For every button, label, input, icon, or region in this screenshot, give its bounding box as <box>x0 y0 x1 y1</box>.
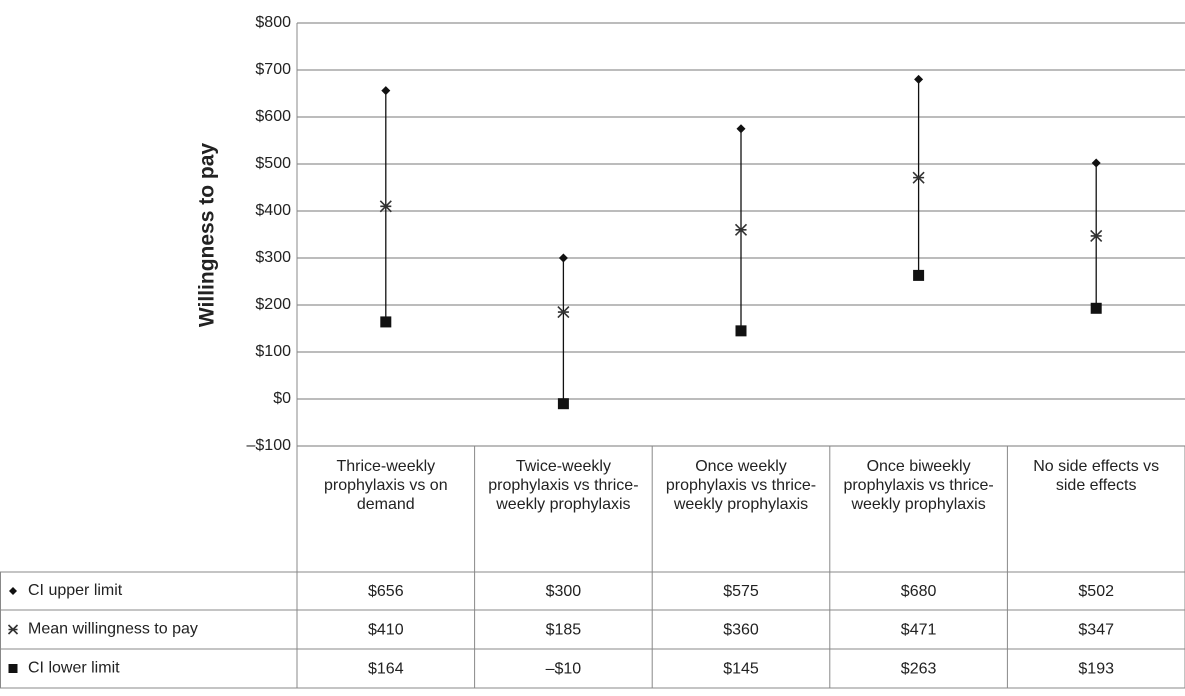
y-tick-label: $400 <box>255 202 291 219</box>
marker-square <box>1090 302 1102 314</box>
value-label: $300 <box>546 583 582 600</box>
y-tick-label: $500 <box>255 155 291 172</box>
x-tick-label: Thrice-weekly prophylaxis vs on demand <box>323 458 448 513</box>
y-tick-label: $0 <box>273 390 291 407</box>
value-label: $410 <box>368 622 404 639</box>
marker-star <box>1090 229 1103 242</box>
marker-star <box>7 624 19 635</box>
y-tick-label: –$100 <box>247 437 292 454</box>
marker-square <box>913 269 925 281</box>
value-label: $471 <box>901 622 937 639</box>
marker-star <box>379 200 392 213</box>
marker-diamond <box>914 74 924 84</box>
value-label: $502 <box>1078 583 1114 600</box>
legend-label: CI lower limit <box>28 660 120 677</box>
marker-square <box>380 316 392 328</box>
value-label: $193 <box>1078 661 1114 678</box>
value-label: $575 <box>723 583 759 600</box>
x-tick-label: Once weekly prophylaxis vs thrice-weekly… <box>665 458 817 513</box>
x-tick-label: Twice-weekly prophylaxis vs thrice-weekl… <box>488 458 639 513</box>
value-label: $680 <box>901 583 937 600</box>
marker-star <box>912 171 925 184</box>
y-tick-label: $800 <box>255 14 291 31</box>
legend-label: Mean willingness to pay <box>28 621 198 638</box>
marker-star <box>734 223 748 236</box>
x-tick-label: Once biweekly prophylaxis vs thrice-week… <box>843 458 994 513</box>
marker-star <box>557 305 570 319</box>
y-axis-title: Willingness to pay <box>196 143 219 327</box>
value-label: $347 <box>1078 622 1114 639</box>
value-label: –$10 <box>546 661 582 678</box>
marker-square <box>557 398 569 410</box>
y-tick-label: $200 <box>255 296 291 313</box>
value-label: $164 <box>368 661 404 678</box>
legend-label: CI upper limit <box>28 582 123 599</box>
marker-diamond <box>558 253 568 263</box>
value-label: $185 <box>546 622 582 639</box>
y-tick-label: $700 <box>255 61 291 78</box>
value-label: $656 <box>368 583 404 600</box>
value-label: $263 <box>901 661 937 678</box>
y-tick-label: $100 <box>255 343 291 360</box>
value-label: $360 <box>723 622 759 639</box>
value-label: $145 <box>723 661 759 678</box>
marker-diamond <box>1091 158 1101 168</box>
marker-square <box>8 664 18 673</box>
marker-diamond <box>736 124 746 134</box>
y-tick-label: $300 <box>255 249 291 266</box>
marker-square <box>735 325 747 337</box>
x-tick-label: No side effects vs side effects <box>1033 458 1160 494</box>
marker-diamond <box>381 86 391 96</box>
marker-diamond <box>9 587 17 595</box>
y-tick-label: $600 <box>255 108 291 125</box>
